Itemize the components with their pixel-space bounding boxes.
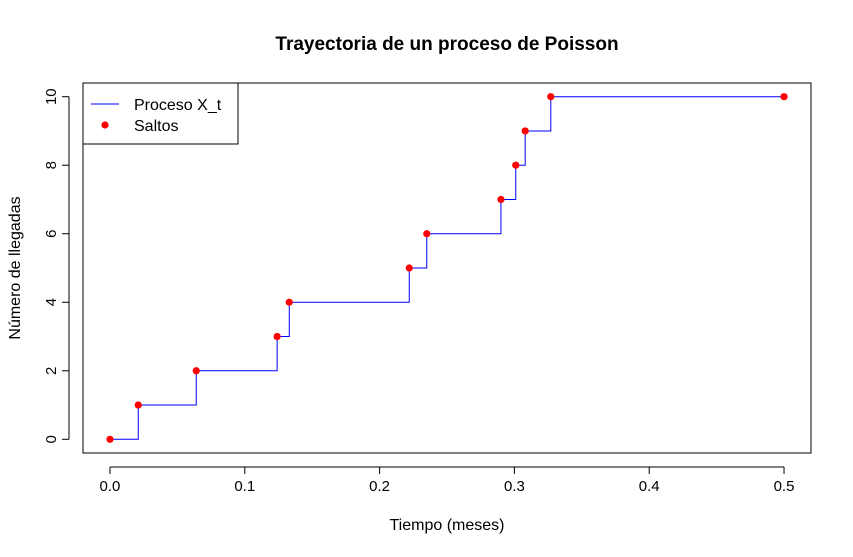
x-axis-label: Tiempo (meses) [390, 517, 505, 534]
x-tick-label: 0.5 [774, 478, 795, 495]
x-tick-label: 0.0 [100, 478, 121, 495]
legend-point-swatch [101, 121, 109, 129]
jump-point [521, 127, 529, 135]
jump-point [273, 332, 281, 341]
jump-point [780, 93, 788, 101]
jump-point [497, 195, 505, 204]
jump-point [405, 264, 413, 272]
chart-title: Trayectoria de un proceso de Poisson [275, 34, 618, 55]
axes: 0.0 0.1 0.2 0.3 0.4 0.5 0 2 4 6 8 10 [43, 88, 794, 495]
y-axis-label: Número de llegadas [7, 196, 24, 339]
legend-box [82, 82, 239, 145]
legend: Proceso X_t Saltos [82, 82, 239, 145]
x-tick-label: 0.3 [504, 478, 525, 495]
y-tick-label: 4 [43, 298, 60, 306]
jump-point [106, 435, 114, 443]
y-tick-label: 2 [43, 367, 60, 375]
legend-label-saltos: Saltos [134, 118, 178, 135]
y-tick-label: 0 [43, 435, 60, 443]
legend-label-proceso: Proceso X_t [134, 97, 222, 114]
step-line-proceso [109, 96, 785, 440]
plot-area [106, 93, 788, 443]
jump-point [423, 230, 431, 238]
jump-point [512, 161, 520, 169]
y-tick-label: 8 [43, 161, 60, 169]
x-tick-label: 0.2 [369, 478, 390, 495]
y-tick-label: 6 [43, 230, 60, 238]
x-tick-label: 0.1 [234, 478, 255, 495]
jump-point [134, 401, 142, 409]
y-tick-label: 10 [43, 88, 60, 105]
jump-point [285, 298, 293, 306]
jump-point [192, 367, 200, 375]
plot-frame [82, 82, 812, 454]
jump-point [547, 93, 555, 101]
x-tick-label: 0.4 [639, 478, 660, 495]
